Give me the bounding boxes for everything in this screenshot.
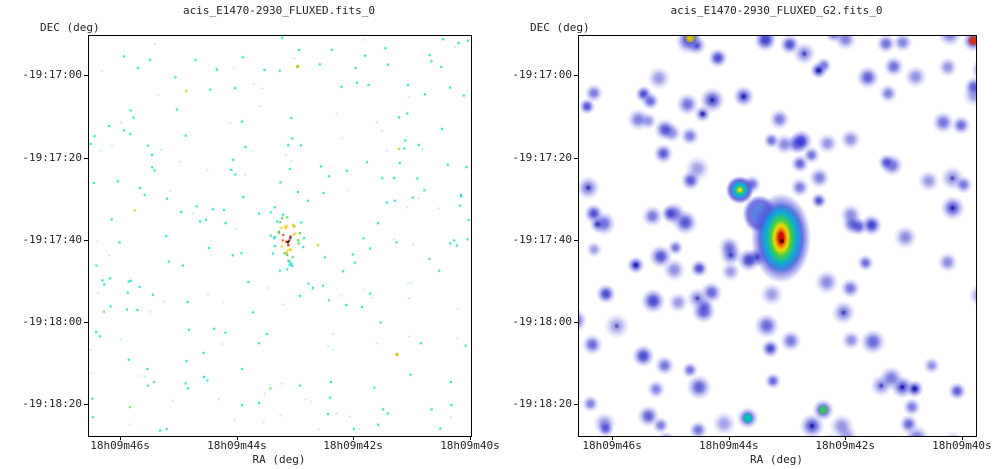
ra-tick-label: 18h09m40s [440,439,500,452]
dec-tick-label: -19:17:40 [22,233,82,246]
dec-tick-mark [574,158,578,159]
ra-tick-label: 18h09m46s [90,439,150,452]
dec-axis-label: DEC (deg) [530,21,590,34]
ra-tick-mark [470,436,471,440]
sky-image-canvas [89,36,471,436]
plot-area [578,35,977,437]
dec-tick-mark [84,240,88,241]
dec-tick-label: -19:17:40 [512,233,572,246]
ra-tick-mark [728,436,730,440]
sky-image-canvas [579,36,976,436]
ra-tick-mark [612,436,614,440]
ra-tick-mark [353,436,355,440]
ra-tick-label: 18h09m42s [815,439,875,452]
dec-tick-label: -19:18:20 [22,397,82,410]
dec-tick-mark [84,404,88,405]
dec-tick-label: -19:17:00 [22,68,82,81]
ra-tick-label: 18h09m40s [932,439,992,452]
ra-tick-mark [236,436,238,440]
ra-axis-label: RA (deg) [252,453,306,466]
ra-tick-mark [120,436,122,440]
dec-tick-label: -19:18:00 [22,315,82,328]
dec-axis-label: DEC (deg) [40,21,100,34]
ra-axis-label: RA (deg) [750,453,803,466]
ra-tick-label: 18h09m44s [699,439,759,452]
dec-tick-mark [84,158,88,159]
dec-tick-label: -19:17:20 [22,151,82,164]
ra-tick-mark [961,436,963,440]
ra-tick-mark [845,436,847,440]
plot-area [88,35,472,437]
dec-tick-mark [574,240,578,241]
plot-title: acis_E1470-2930_FLUXED.fits_0 [182,4,376,17]
dec-tick-mark [574,322,578,323]
dec-tick-mark [574,404,578,405]
dec-tick-label: -19:17:00 [512,68,572,81]
dec-tick-label: -19:18:00 [512,315,572,328]
dec-tick-mark [84,322,88,323]
ra-tick-label: 18h09m46s [582,439,642,452]
ra-tick-label: 18h09m42s [323,439,383,452]
dec-tick-label: -19:18:20 [512,397,572,410]
ra-tick-label: 18h09m44s [207,439,267,452]
dec-tick-label: -19:17:20 [512,151,572,164]
dec-tick-mark [84,75,88,76]
plot-title: acis_E1470-2930_FLUXED_G2.fits_0 [670,4,883,17]
dec-tick-mark [574,75,578,76]
